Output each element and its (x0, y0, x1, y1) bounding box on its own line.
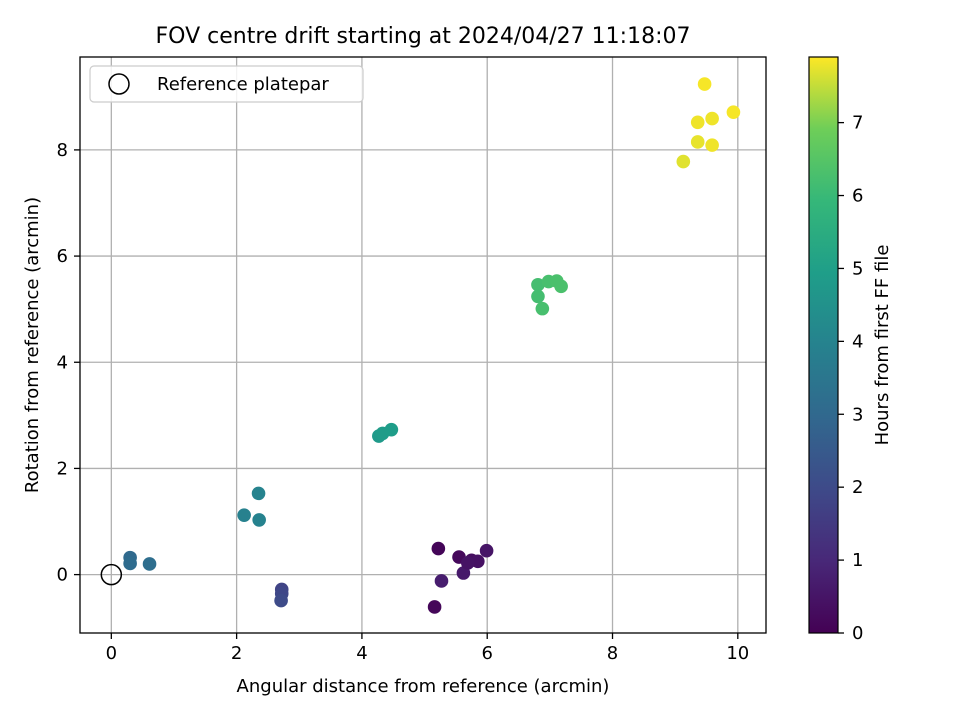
chart-title: FOV centre drift starting at 2024/04/27 … (156, 24, 691, 49)
scatter-point (252, 513, 266, 527)
scatter-point (237, 508, 251, 522)
scatter-point (690, 135, 705, 149)
y-tick-label: 0 (57, 565, 68, 586)
legend: Reference platepar (89, 65, 364, 103)
scatter-point (531, 289, 545, 304)
legend-marker-reference (108, 73, 130, 95)
colorbar-ticks: 0 1 2 3 4 5 6 7 (838, 113, 863, 644)
colorbar-gradient (808, 56, 839, 634)
colorbar: 0 1 2 3 4 5 6 7 Hours from first FF file (808, 56, 893, 644)
colorbar-label: Hours from first FF file (872, 245, 893, 446)
scatter-point (434, 574, 449, 588)
scatter-point (690, 115, 705, 130)
scatter-points (100, 77, 741, 614)
scatter-point (460, 556, 475, 570)
scatter-point (142, 557, 157, 571)
y-tick-label: 6 (57, 246, 68, 267)
legend-box (89, 65, 364, 103)
colorbar-tick-label: 1 (852, 550, 863, 571)
reference-point-marker (100, 563, 123, 586)
colorbar-tick-label: 6 (852, 186, 863, 207)
colorbar-tick-label: 2 (852, 477, 863, 498)
y-axis-label: Rotation from reference (arcmin) (22, 197, 43, 493)
legend-label-reference: Reference platepar (157, 74, 329, 95)
scatter-point (384, 422, 399, 437)
scatter-point (531, 277, 545, 292)
scatter-point (123, 556, 137, 571)
x-tick-label: 0 (106, 643, 117, 664)
x-tick-label: 6 (481, 643, 492, 664)
y-tick-label: 2 (57, 458, 68, 479)
scatter-point (471, 554, 485, 569)
x-axis-label: Angular distance from reference (arcmin) (237, 676, 610, 697)
scatter-point (726, 105, 741, 120)
scatter-point (697, 77, 712, 91)
x-tick-label: 4 (356, 643, 367, 664)
scatter-point (431, 541, 446, 556)
plot-area-frame (79, 56, 767, 634)
colorbar-tick-label: 4 (852, 331, 863, 352)
scatter-point (479, 543, 494, 558)
colorbar-tick-label: 3 (852, 404, 863, 425)
scatter-point (705, 138, 719, 152)
scatter-point (251, 486, 266, 501)
scatter-point (705, 111, 719, 126)
x-tick-label: 2 (231, 643, 242, 664)
x-tick-label: 10 (726, 643, 749, 664)
colorbar-tick-label: 5 (852, 258, 863, 279)
y-tick-label: 4 (57, 352, 68, 373)
x-tick-label: 8 (607, 643, 618, 664)
scatter-point (274, 593, 288, 608)
colorbar-tick-label: 0 (852, 623, 863, 644)
grid (80, 57, 766, 633)
scatter-point (535, 301, 550, 316)
scatter-point (554, 279, 568, 294)
axis-ticks: 0 2 4 6 8 10 0 2 4 6 8 (57, 140, 750, 664)
y-tick-label: 8 (57, 140, 68, 161)
scatter-point (427, 600, 442, 614)
scatter-point (676, 154, 691, 169)
colorbar-tick-label: 7 (852, 113, 863, 134)
